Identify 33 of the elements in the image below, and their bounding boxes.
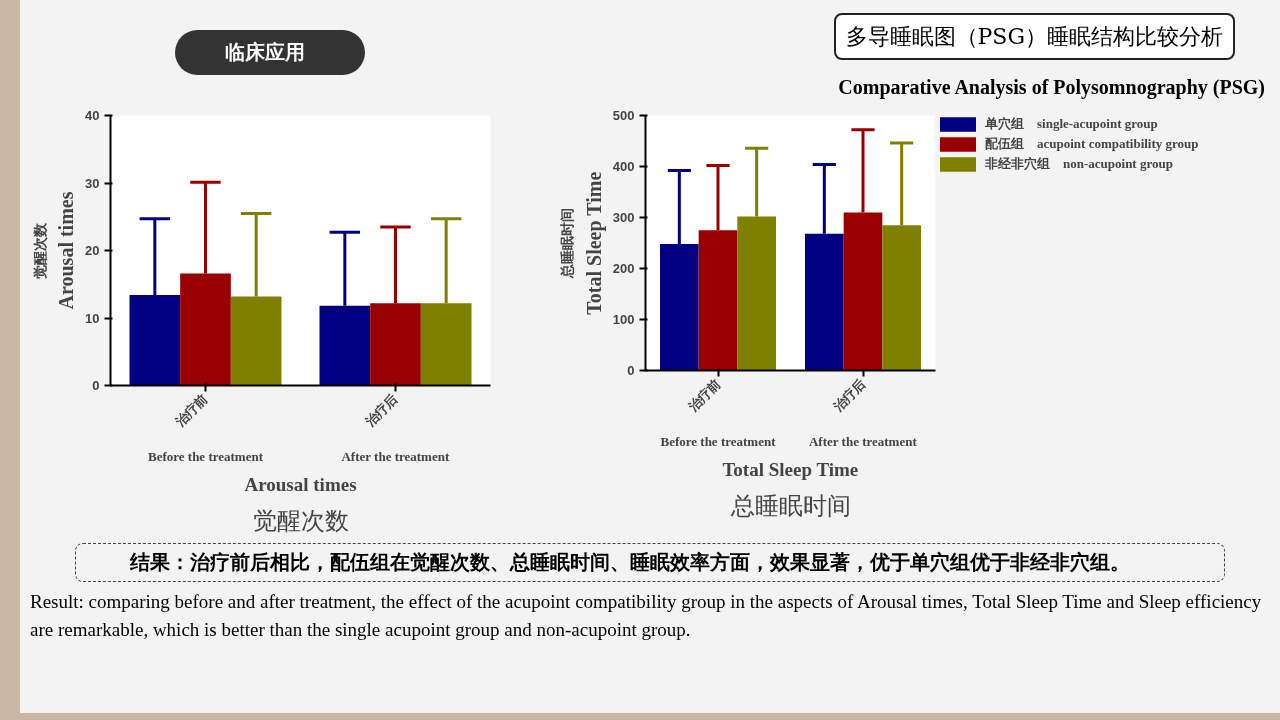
text: Before the treatment [147,448,264,464]
y-tick-label: 20 [85,243,100,258]
y-tick-label: 40 [85,108,100,123]
text: Total Sleep Time [722,458,859,480]
text: 多导睡眠图（PSG）睡眠结构比较分析 [833,13,1235,61]
y-tick-label: 500 [612,108,635,123]
y-tick-label: 400 [612,159,635,174]
y-tick-label: 10 [85,310,100,326]
y-axis-title: Total Sleep Time 总睡眠时间 [558,171,606,315]
text: After the treatment [341,448,450,464]
text: 总睡眠时间 [729,491,851,519]
text: After the treatment [808,433,918,449]
text: Before the treatment [660,433,777,449]
x-tick-label: 治疗后 [829,376,869,416]
text: Comparative Analysis of Polysomnography (PSG) [838,75,1265,101]
text: 临床应用 [175,30,365,75]
text: Result: comparing before and after treatment, the effect of the acupoint compatibility group in the aspects of Arousal times, Total Sleep Time and Sleep efficiency are remarkable, which is better than the single acupoint group and non-acupoint group. [30,589,1263,643]
y-tick-label: 0 [92,378,100,393]
x-tick-label: 治疗前 [171,391,211,431]
y-axis-title: Arousal times 觉醒次数 [31,191,78,310]
legend-label: 非经非穴组 non-acupoint group [985,155,1173,173]
text: 觉醒次数 [252,506,349,534]
y-tick-label: 30 [85,175,100,191]
legend-label: 单穴组 single-acupoint group [985,115,1158,133]
y-tick-label: 200 [612,261,635,276]
y-tick-label: 100 [612,312,635,327]
y-tick-label: 300 [612,210,635,225]
y-tick-label: 0 [627,363,635,378]
x-tick-label: 治疗前 [684,376,724,416]
text: Arousal times [244,473,357,495]
legend-label: 配伍组 acupoint compatibility group [985,135,1199,153]
x-tick-label: 治疗后 [361,391,401,431]
text: 结果：治疗前后相比，配伍组在觉醒次数、总睡眠时间、睡眠效率方面，效果显著，优于单穴组优于非经非穴组。 [75,543,1225,582]
